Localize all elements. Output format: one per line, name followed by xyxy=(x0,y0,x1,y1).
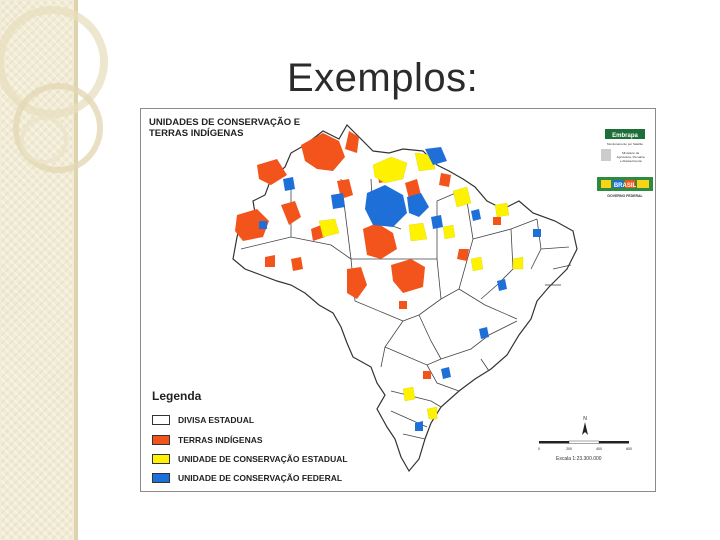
legend-item-divisa: DIVISA ESTADUAL xyxy=(152,413,254,426)
logos-graphic: Embrapa Monitoramento por Satélite Minis… xyxy=(597,129,653,198)
decorative-side-band xyxy=(0,0,78,540)
legend-label: UNIDADE DE CONSERVAÇÃO FEDERAL xyxy=(178,472,343,483)
brazil-map xyxy=(232,124,578,473)
scale-tick: 200 xyxy=(566,447,572,451)
legend-label: TERRAS INDÍGENAS xyxy=(178,434,263,445)
svg-text:Monitoramento por Satélite: Monitoramento por Satélite xyxy=(607,142,643,146)
legend-swatch-terras xyxy=(152,434,170,445)
legend-item-uc-federal: UNIDADE DE CONSERVAÇÃO FEDERAL xyxy=(152,471,342,484)
north-arrow-icon xyxy=(582,422,588,435)
scale-label: Escala 1:23.300.000 xyxy=(556,456,602,462)
svg-text:Embrapa: Embrapa xyxy=(612,133,638,139)
state-borders xyxy=(240,178,572,440)
map-figure: UNIDADES DE CONSERVAÇÃO E TERRAS INDÍGEN… xyxy=(140,108,656,492)
embrapa-logo xyxy=(605,129,645,139)
logos-panel: Embrapa Monitoramento por Satélite Minis… xyxy=(595,125,655,212)
svg-text:GOVERNO FEDERAL: GOVERNO FEDERAL xyxy=(607,194,643,198)
scale-tick: 600 xyxy=(626,447,632,451)
legend-label: DIVISA ESTADUAL xyxy=(178,414,255,425)
legend-label: UNIDADE DE CONSERVAÇÃO ESTADUAL xyxy=(178,453,348,464)
scale-tick: 0 xyxy=(538,447,540,451)
ministerio-text: Ministério da Agricultura, Pecuária e Ab… xyxy=(617,151,646,163)
legend-swatch-estadual xyxy=(152,453,170,464)
ministerio-emblem xyxy=(601,149,611,161)
scale-tick: 400 xyxy=(596,447,602,451)
slide-title: Exemplos: xyxy=(287,56,479,100)
legend-title: Legenda xyxy=(152,389,202,403)
svg-text:BRASIL: BRASIL xyxy=(614,183,637,189)
legend-swatch-divisa xyxy=(152,414,170,425)
brazil-outline xyxy=(232,124,578,473)
uc-federal-patches xyxy=(259,147,541,431)
legend-item-uc-estadual: UNIDADE DE CONSERVAÇÃO ESTADUAL xyxy=(152,452,348,465)
legend-item-terras-indigenas: TERRAS INDÍGENAS xyxy=(152,433,263,446)
decorative-band-edge xyxy=(74,0,78,540)
map-title: UNIDADES DE CONSERVAÇÃO E TERRAS INDÍGEN… xyxy=(149,117,301,139)
north-label: N xyxy=(583,416,587,422)
scale-bar: N 0 200 400 600 Escala 1:23.300.000 xyxy=(535,413,635,463)
legend-swatch-federal xyxy=(152,472,170,483)
